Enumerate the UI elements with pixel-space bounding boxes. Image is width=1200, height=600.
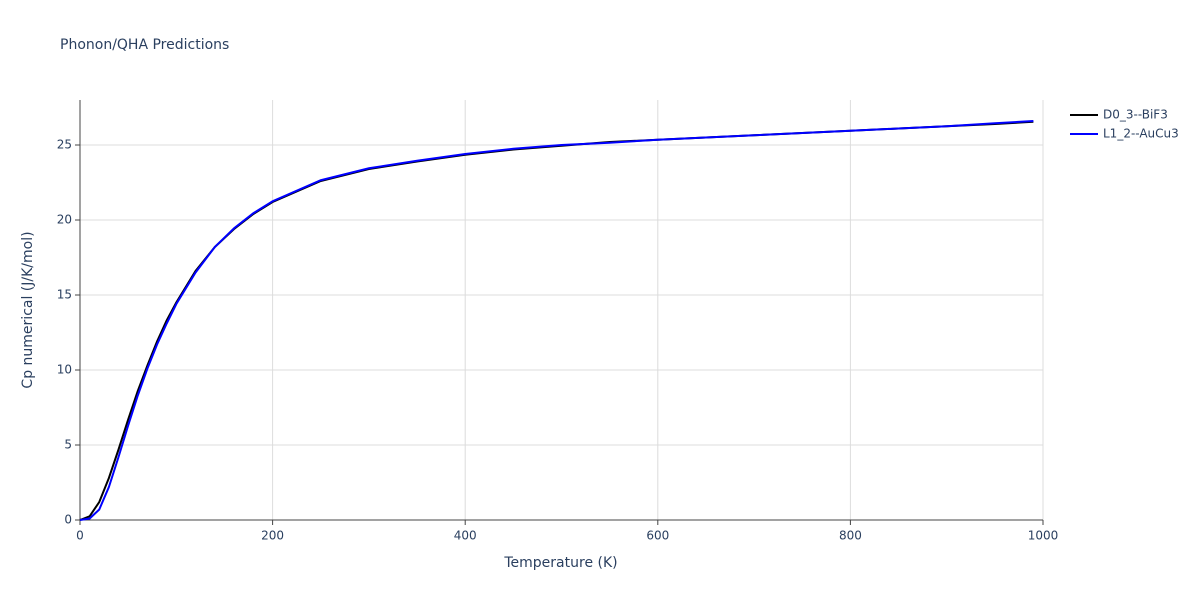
- legend-label: D0_3--BiF3: [1103, 108, 1168, 122]
- series-line: [79, 120, 1034, 521]
- series-line: [79, 120, 1034, 521]
- y-tick-label: 25: [57, 138, 72, 152]
- y-tick-label: 10: [57, 363, 72, 377]
- chart-title: Phonon/QHA Predictions: [60, 37, 229, 53]
- y-axis-title: Cp numerical (J/K/mol): [20, 231, 36, 388]
- legend-label: L1_2--AuCu3: [1103, 127, 1179, 141]
- x-tick-label: 600: [646, 529, 669, 543]
- x-tick-label: 800: [839, 529, 862, 543]
- x-tick-label: 1000: [1028, 529, 1059, 543]
- x-tick-label: 400: [454, 529, 477, 543]
- y-tick-label: 15: [57, 288, 72, 302]
- x-tick-label: 200: [261, 529, 284, 543]
- y-tick-label: 0: [64, 513, 72, 527]
- y-tick-label: 20: [57, 213, 72, 227]
- y-tick-label: 5: [64, 438, 72, 452]
- x-axis-title: Temperature (K): [503, 555, 617, 571]
- x-tick-label: 0: [76, 529, 84, 543]
